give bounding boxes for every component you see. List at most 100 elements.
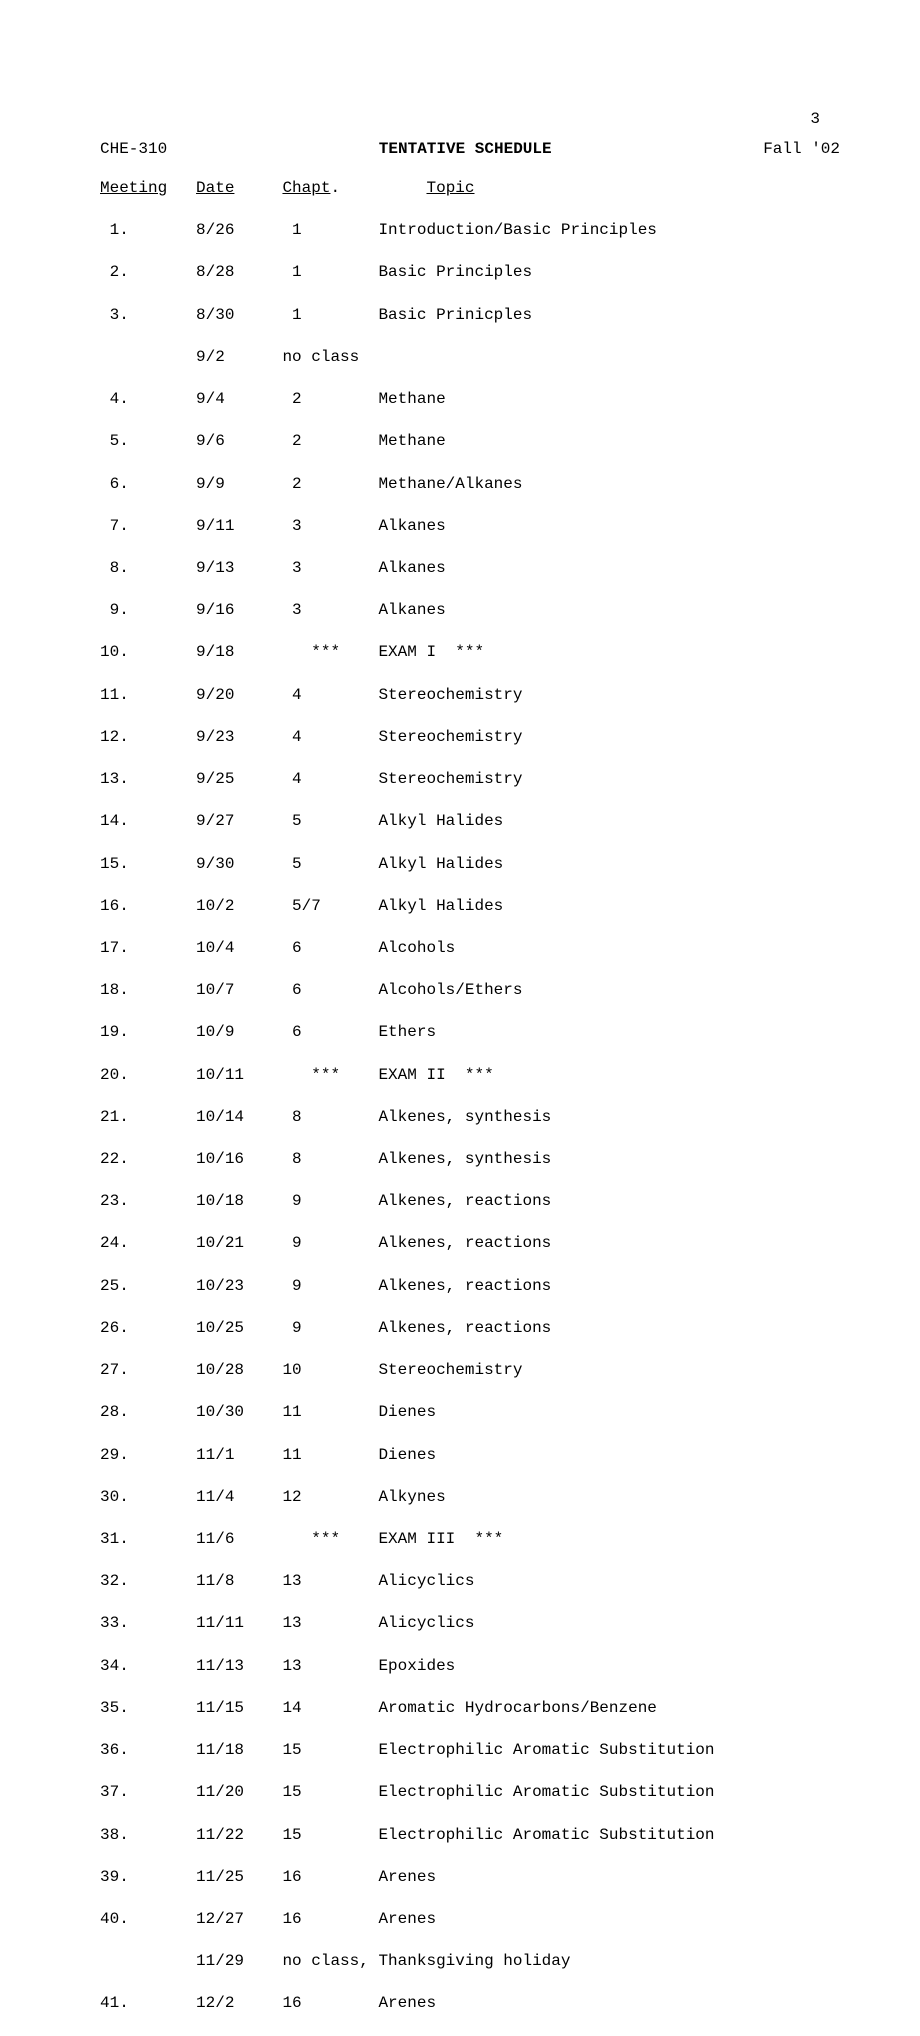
cell-chapt: 6 — [282, 981, 378, 999]
table-row: 13. 9/25 4 Stereochemistry — [100, 769, 840, 790]
cell-date: 12/2 — [196, 1994, 282, 2012]
cell-meeting: 40. — [100, 1910, 196, 1928]
table-row: 34. 11/13 13 Epoxides — [100, 1656, 840, 1677]
table-row: 35. 11/15 14 Aromatic Hydrocarbons/Benze… — [100, 1698, 840, 1719]
cell-topic: Alkynes — [378, 1488, 445, 1506]
cell-chapt: *** — [282, 1530, 378, 1548]
cell-date: 8/28 — [196, 263, 282, 281]
cell-topic: Alkanes — [378, 517, 445, 535]
table-row: 30. 11/4 12 Alkynes — [100, 1487, 840, 1508]
cell-meeting: 37. — [100, 1783, 196, 1801]
cell-topic: Alkyl Halides — [378, 812, 503, 830]
cell-meeting: 7. — [100, 517, 196, 535]
cell-chapt: 6 — [282, 1023, 378, 1041]
cell-chapt: 16 — [282, 1910, 378, 1928]
cell-date: 11/13 — [196, 1657, 282, 1675]
cell-chapt: 12 — [282, 1488, 378, 1506]
cell-chapt: 13 — [282, 1572, 378, 1590]
cell-meeting: 13. — [100, 770, 196, 788]
cell-meeting: 34. — [100, 1657, 196, 1675]
page-number: 3 — [810, 110, 820, 128]
cell-topic: Alicyclics — [378, 1614, 474, 1632]
schedule-title: TENTATIVE SCHEDULE — [167, 140, 763, 158]
cell-chapt: 16 — [282, 1868, 378, 1886]
cell-meeting: 41. — [100, 1994, 196, 2012]
cell-meeting: 9. — [100, 601, 196, 619]
cell-meeting: 6. — [100, 475, 196, 493]
header-line: CHE-310 TENTATIVE SCHEDULE Fall '02 — [100, 140, 840, 158]
table-row: 7. 9/11 3 Alkanes — [100, 516, 840, 537]
cell-topic: Alicyclics — [378, 1572, 474, 1590]
cell-meeting: 19. — [100, 1023, 196, 1041]
cell-meeting: 27. — [100, 1361, 196, 1379]
cell-date: 10/23 — [196, 1277, 282, 1295]
cell-date: 8/30 — [196, 306, 282, 324]
cell-date: 11/15 — [196, 1699, 282, 1717]
cell-date: 9/9 — [196, 475, 282, 493]
table-header-row: Meeting Date Chapt. Topic — [100, 178, 840, 199]
cell-topic: Methane/Alkanes — [378, 475, 522, 493]
cell-meeting: 12. — [100, 728, 196, 746]
cell-chapt: 10 — [282, 1361, 378, 1379]
cell-chapt: 13 — [282, 1614, 378, 1632]
cell-meeting: 33. — [100, 1614, 196, 1632]
cell-date: 11/11 — [196, 1614, 282, 1632]
cell-meeting: 14. — [100, 812, 196, 830]
cell-topic: Electrophilic Aromatic Substitution — [378, 1741, 714, 1759]
course-code: CHE-310 — [100, 140, 167, 158]
cell-date: 9/13 — [196, 559, 282, 577]
cell-chapt: no class — [282, 348, 378, 366]
cell-meeting: 16. — [100, 897, 196, 915]
cell-meeting: 32. — [100, 1572, 196, 1590]
cell-meeting: 15. — [100, 855, 196, 873]
cell-meeting: 35. — [100, 1699, 196, 1717]
cell-topic: Aromatic Hydrocarbons/Benzene — [378, 1699, 656, 1717]
cell-meeting: 22. — [100, 1150, 196, 1168]
cell-date: 9/4 — [196, 390, 282, 408]
cell-topic: Alkenes, reactions — [378, 1234, 551, 1252]
schedule-table: Meeting Date Chapt. Topic 1. 8/26 1 Intr… — [100, 178, 840, 2036]
table-row: 9/2 no class — [100, 347, 840, 368]
table-row: 1. 8/26 1 Introduction/Basic Principles — [100, 220, 840, 241]
cell-date: 9/30 — [196, 855, 282, 873]
table-row: 23. 10/18 9 Alkenes, reactions — [100, 1191, 840, 1212]
table-row: 11/29 no class, Thanksgiving holiday — [100, 1951, 840, 1972]
table-row: 10. 9/18 *** EXAM I *** — [100, 642, 840, 663]
cell-topic: Alkenes, reactions — [378, 1277, 551, 1295]
table-row: 9. 9/16 3 Alkanes — [100, 600, 840, 621]
cell-topic: Stereochemistry — [378, 686, 522, 704]
cell-chapt: *** — [282, 643, 378, 661]
table-row: 8. 9/13 3 Alkanes — [100, 558, 840, 579]
table-row: 20. 10/11 *** EXAM II *** — [100, 1065, 840, 1086]
cell-date: 9/18 — [196, 643, 282, 661]
table-row: 16. 10/2 5/7 Alkyl Halides — [100, 896, 840, 917]
cell-date: 11/22 — [196, 1826, 282, 1844]
header-meeting: Meeting — [100, 179, 167, 197]
table-row: 32. 11/8 13 Alicyclics — [100, 1571, 840, 1592]
cell-chapt: *** — [282, 1066, 378, 1084]
cell-chapt: 4 — [282, 770, 378, 788]
cell-topic: Alkyl Halides — [378, 855, 503, 873]
cell-date: 9/23 — [196, 728, 282, 746]
cell-chapt: 9 — [282, 1234, 378, 1252]
cell-chapt: 6 — [282, 939, 378, 957]
cell-chapt: 8 — [282, 1108, 378, 1126]
cell-date: 11/6 — [196, 1530, 282, 1548]
table-row: 29. 11/1 11 Dienes — [100, 1445, 840, 1466]
cell-date: 10/4 — [196, 939, 282, 957]
cell-meeting: 1. — [100, 221, 196, 239]
cell-date: 11/1 — [196, 1446, 282, 1464]
cell-date: 11/18 — [196, 1741, 282, 1759]
cell-topic: Alkanes — [378, 559, 445, 577]
cell-meeting: 30. — [100, 1488, 196, 1506]
cell-topic: Introduction/Basic Principles — [378, 221, 656, 239]
table-row: 5. 9/6 2 Methane — [100, 431, 840, 452]
cell-date: 10/21 — [196, 1234, 282, 1252]
cell-chapt: 1 — [282, 263, 378, 281]
cell-chapt: 16 — [282, 1994, 378, 2012]
term: Fall '02 — [763, 140, 840, 158]
cell-date: 10/18 — [196, 1192, 282, 1210]
cell-topic: EXAM III *** — [378, 1530, 503, 1548]
cell-chapt: 13 — [282, 1657, 378, 1675]
cell-chapt: 9 — [282, 1192, 378, 1210]
